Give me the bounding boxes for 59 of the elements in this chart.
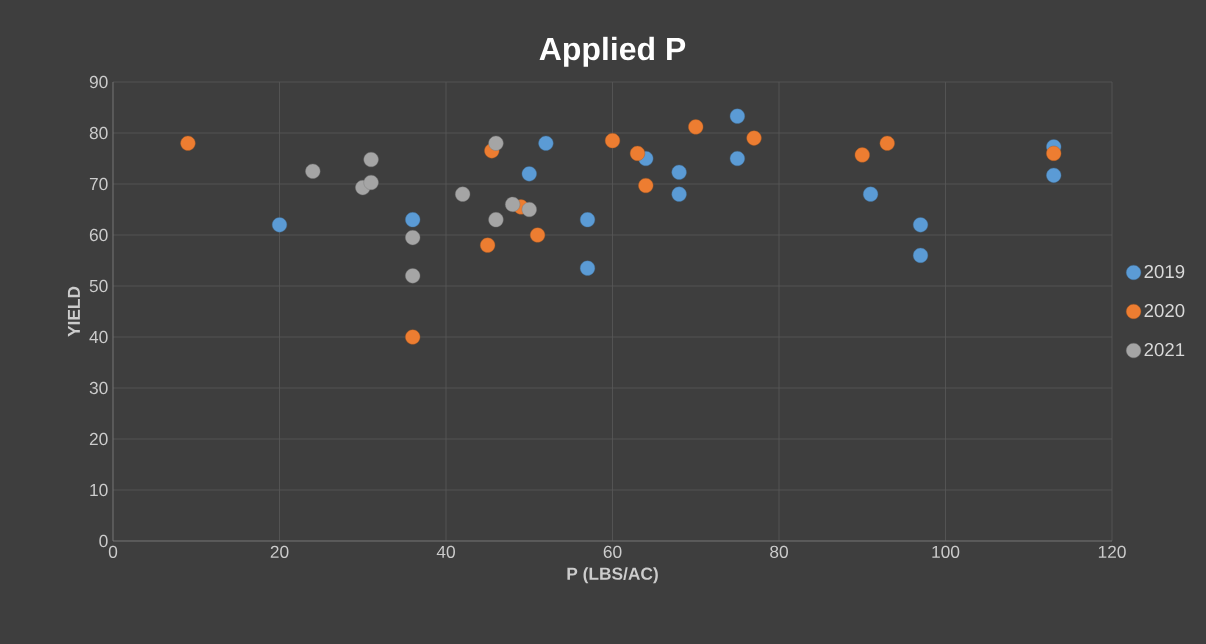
point bbox=[854, 147, 870, 163]
point bbox=[305, 163, 321, 179]
y-tick-label: 40 bbox=[89, 330, 108, 344]
point bbox=[363, 174, 379, 191]
point bbox=[729, 150, 745, 167]
point bbox=[180, 135, 196, 151]
point bbox=[1046, 167, 1062, 183]
y-tick-label: 90 bbox=[89, 75, 108, 89]
legend-label: 2020 bbox=[1144, 303, 1185, 318]
point bbox=[488, 212, 504, 228]
point bbox=[580, 212, 596, 228]
point bbox=[480, 237, 496, 253]
y-tick-label: 80 bbox=[89, 126, 108, 140]
point bbox=[688, 119, 704, 135]
y-tick-label: 0 bbox=[99, 534, 108, 548]
point bbox=[271, 217, 288, 233]
chart-title: Applied P bbox=[539, 36, 686, 67]
x-tick-label: 100 bbox=[932, 545, 960, 558]
y-tick-label: 10 bbox=[90, 483, 108, 497]
x-tick-label: 120 bbox=[1098, 545, 1126, 558]
point bbox=[521, 201, 537, 218]
y-tick-label: 50 bbox=[89, 279, 108, 293]
point bbox=[505, 196, 521, 212]
point bbox=[913, 217, 929, 233]
point bbox=[405, 329, 421, 345]
point bbox=[405, 268, 421, 284]
x-tick-label: 60 bbox=[603, 545, 622, 558]
y-tick-label: 30 bbox=[89, 381, 108, 395]
point bbox=[638, 178, 654, 194]
legend-label: 2019 bbox=[1144, 264, 1185, 279]
x-tick-label: 20 bbox=[270, 545, 289, 558]
legend-label: 2021 bbox=[1144, 343, 1185, 357]
point bbox=[521, 166, 537, 182]
x-tick-label: 80 bbox=[770, 545, 788, 558]
y-tick-label: 20 bbox=[89, 432, 108, 446]
point bbox=[363, 151, 379, 168]
x-tick-label: 0 bbox=[108, 545, 118, 558]
point bbox=[863, 186, 879, 202]
point bbox=[879, 135, 895, 151]
point bbox=[530, 227, 546, 243]
point bbox=[405, 212, 421, 228]
x-axis-title: P (LBS/AC) bbox=[567, 567, 658, 584]
point bbox=[488, 135, 504, 151]
point bbox=[746, 130, 762, 146]
point bbox=[455, 186, 471, 202]
y-axis-title: YIELD bbox=[67, 286, 80, 337]
y-tick-label: 70 bbox=[89, 177, 108, 191]
point bbox=[538, 135, 554, 151]
x-tick-label: 40 bbox=[436, 545, 455, 558]
point bbox=[629, 145, 646, 161]
point bbox=[604, 133, 621, 149]
point bbox=[671, 186, 687, 202]
point bbox=[580, 260, 596, 276]
point bbox=[729, 108, 745, 124]
point bbox=[1046, 145, 1062, 161]
point bbox=[671, 164, 687, 180]
point bbox=[913, 247, 929, 263]
y-tick-label: 60 bbox=[89, 228, 108, 242]
point bbox=[405, 230, 421, 246]
